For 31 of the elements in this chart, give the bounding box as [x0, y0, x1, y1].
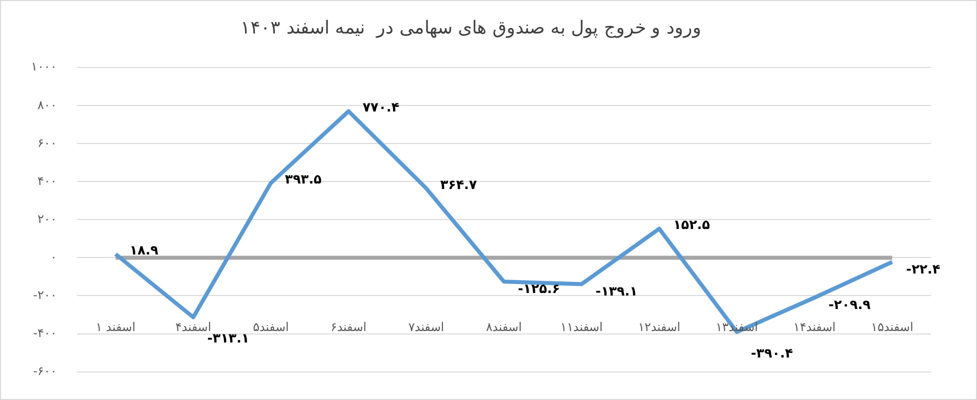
y-tick-label: ۸۰۰ [37, 98, 57, 112]
data-label: ۳۶۴.۷ [440, 178, 477, 193]
x-tick-label: ۱۵اسفند [871, 320, 914, 334]
y-tick-label: ۲۰۰ [37, 212, 57, 226]
data-label: ۱۸.۹ [130, 244, 158, 259]
data-label: ۱۵۲.۵ [673, 218, 710, 234]
y-tick-label: -۶۰۰ [33, 364, 57, 378]
x-tick-label: ۱۱اسفند [560, 320, 603, 334]
y-tick-label: -۴۰۰ [33, 326, 57, 340]
chart-title: ورود و خروج پول به صندوق های سهامی در نیمه اسفند ۱۴۰۳ [240, 17, 702, 38]
y-tick-label: -۲۰۰ [33, 288, 57, 302]
x-tick-label: ۱۲اسفند [638, 320, 680, 334]
x-tick-label: ۱۴اسفند [793, 320, 836, 334]
data-label: -۱۲۵.۶ [518, 282, 560, 297]
data-label: -۳۹۰.۴ [750, 346, 793, 362]
data-label: -۱۳۹.۱ [596, 284, 638, 300]
x-tick-label: ۴اسفند [175, 320, 212, 334]
x-tick-label: ۵اسفند [253, 320, 289, 334]
y-tick-label: ۰ [50, 250, 57, 264]
data-label: ۷۷۰.۴ [362, 100, 400, 116]
y-tick-label: ۶۰۰ [37, 136, 57, 150]
data-label: ۳۹۳.۵ [284, 172, 322, 188]
x-tick-label: ۸اسفند [486, 320, 522, 334]
x-tick-label: ۱ اسفند [96, 320, 136, 334]
x-tick-label: ۶اسفند [330, 320, 366, 334]
data-label: -۲۰۹.۹ [828, 298, 871, 314]
y-tick-label: ۱۰۰۰ [31, 60, 57, 74]
data-label: -۳۱۳.۱ [207, 332, 250, 347]
y-tick-label: ۴۰۰ [37, 174, 57, 188]
data-label: -۲۲.۴ [906, 262, 940, 278]
x-tick-label: ۷اسفند [408, 320, 444, 334]
